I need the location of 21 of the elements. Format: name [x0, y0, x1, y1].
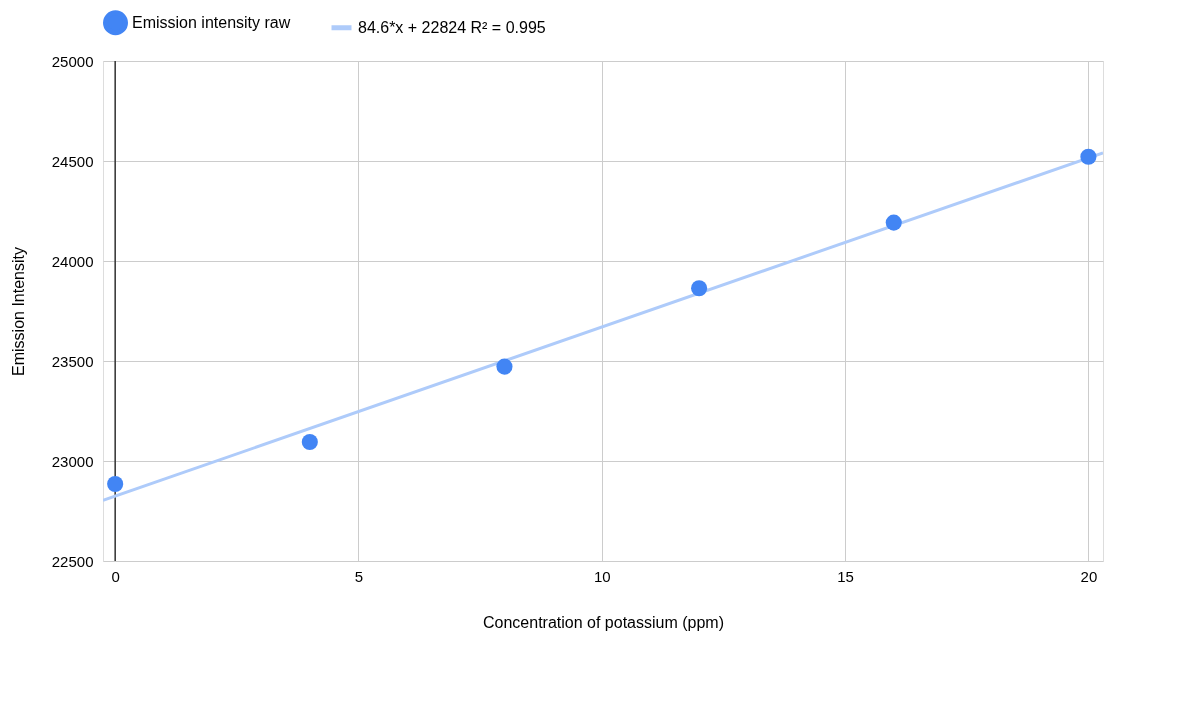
- point: [301, 433, 318, 451]
- x-tick-label: 15: [837, 567, 854, 585]
- x-tick-label: 10: [593, 567, 611, 585]
- x-axis-title: Concentration of potassium (ppm): [483, 613, 724, 631]
- x-tick-label: 0: [111, 567, 120, 585]
- x-tick-label: 5: [354, 567, 364, 585]
- y-tick-label: 24000: [51, 252, 94, 270]
- point: [496, 358, 513, 375]
- point: [1080, 148, 1097, 165]
- y-tick-label: 22500: [51, 552, 94, 570]
- point: [691, 280, 708, 297]
- point: [107, 475, 124, 493]
- x-tick-label: 20: [1080, 567, 1098, 585]
- legend-label: 84.6*x + 22824 R² = 0.995: [358, 18, 546, 36]
- y-tick-label: 23000: [51, 452, 94, 470]
- y-tick-label: 24500: [51, 152, 94, 170]
- legend-label: Emission intensity raw: [132, 13, 291, 31]
- point: [885, 214, 902, 231]
- y-tick-label: 25000: [51, 52, 94, 70]
- y-tick-label: 23500: [51, 352, 94, 370]
- y-axis-title: Emission Intensity: [9, 247, 27, 376]
